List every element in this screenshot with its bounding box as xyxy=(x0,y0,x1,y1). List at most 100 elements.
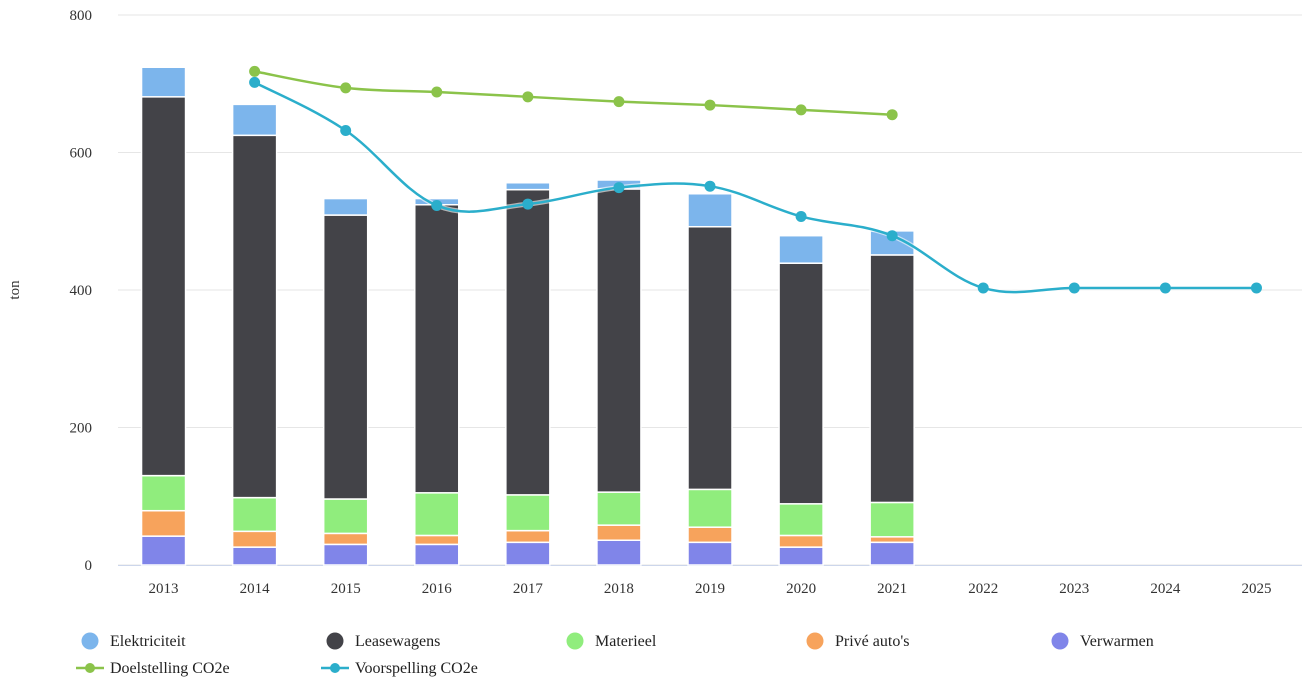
legend-label: Elektriciteit xyxy=(110,633,186,650)
bar-leasewagens-2014 xyxy=(231,134,278,499)
bar-priv-auto-s-2014 xyxy=(231,530,278,548)
point-doelstelling-co2e-2014 xyxy=(249,65,261,77)
bar-verwarmen-2013 xyxy=(140,535,187,566)
bar-verwarmen-2021 xyxy=(869,541,915,566)
bar-leasewagens-2021 xyxy=(869,254,915,504)
bars xyxy=(140,66,915,566)
bar-verwarmen-2016 xyxy=(414,543,460,566)
bar-materieel-2014 xyxy=(231,496,278,533)
x-tick-label: 2013 xyxy=(149,581,179,597)
legend-label: Materieel xyxy=(595,633,657,650)
point-voorspelling-co2e-2021 xyxy=(886,230,898,242)
x-tick-label: 2020 xyxy=(786,581,816,597)
legend-item-priv-auto-s[interactable]: Privé auto's xyxy=(806,632,910,651)
bar-priv-auto-s-2016 xyxy=(414,534,460,546)
bar-materieel-2018 xyxy=(596,491,642,526)
point-voorspelling-co2e-2017 xyxy=(522,198,534,210)
bar-priv-auto-s-2019 xyxy=(687,526,733,544)
point-voorspelling-co2e-2022 xyxy=(977,282,989,294)
line-halo-voorspelling-co2e xyxy=(253,80,1257,295)
bar-leasewagens-2016 xyxy=(414,204,460,494)
legend-label: Privé auto's xyxy=(835,633,909,650)
bar-elektriciteit-2020 xyxy=(778,234,824,264)
x-tick-label: 2024 xyxy=(1150,581,1181,597)
point-doelstelling-co2e-2021 xyxy=(886,109,898,121)
lines xyxy=(249,65,1262,295)
x-tick-label: 2018 xyxy=(604,581,634,597)
bar-verwarmen-2020 xyxy=(778,546,824,566)
legend-symbol xyxy=(566,632,584,650)
legend-label: Verwarmen xyxy=(1080,633,1154,650)
bar-leasewagens-2018 xyxy=(596,188,642,493)
legend-symbol xyxy=(1051,632,1069,650)
x-tick-label: 2014 xyxy=(240,581,271,597)
legend: Elektriciteit Leasewagens Materieel Privé a… xyxy=(76,632,1154,677)
x-tick-label: 2019 xyxy=(695,581,725,597)
bar-leasewagens-2015 xyxy=(322,214,369,500)
y-tick-label: 400 xyxy=(70,283,93,299)
bar-materieel-2021 xyxy=(869,501,915,538)
legend-symbol xyxy=(326,632,344,650)
point-doelstelling-co2e-2020 xyxy=(795,104,807,116)
legend-item-elektriciteit[interactable]: Elektriciteit xyxy=(81,632,187,651)
y-tick-label: 800 xyxy=(70,8,93,24)
point-doelstelling-co2e-2016 xyxy=(431,86,443,98)
bar-verwarmen-2017 xyxy=(505,541,551,566)
x-tick-label: 2025 xyxy=(1241,581,1271,597)
legend-item-leasewagens[interactable]: Leasewagens xyxy=(326,632,441,651)
bar-verwarmen-2018 xyxy=(596,539,642,566)
point-voorspelling-co2e-2020 xyxy=(795,210,807,222)
bar-materieel-2015 xyxy=(322,498,369,535)
point-voorspelling-co2e-2019 xyxy=(704,180,716,192)
legend-symbol xyxy=(806,632,824,650)
bar-elektriciteit-2017 xyxy=(505,182,551,191)
bar-verwarmen-2014 xyxy=(231,546,278,566)
y-tick-label: 600 xyxy=(70,146,93,162)
bar-priv-auto-s-2013 xyxy=(140,509,187,537)
bar-leasewagens-2019 xyxy=(687,226,733,491)
bar-priv-auto-s-2015 xyxy=(322,532,369,546)
x-tick-label: 2023 xyxy=(1059,581,1089,597)
point-voorspelling-co2e-2016 xyxy=(431,199,443,211)
point-doelstelling-co2e-2015 xyxy=(340,82,352,94)
legend-item-doelstelling-co2e[interactable]: Doelstelling CO2e xyxy=(76,660,230,677)
point-voorspelling-co2e-2015 xyxy=(340,125,352,136)
y-tick-label: 0 xyxy=(85,558,93,574)
point-doelstelling-co2e-2017 xyxy=(522,91,534,103)
legend-symbol-marker xyxy=(85,663,95,673)
bar-elektriciteit-2013 xyxy=(140,66,187,98)
point-voorspelling-co2e-2023 xyxy=(1068,282,1080,294)
x-tick-label: 2017 xyxy=(513,581,544,597)
bar-elektriciteit-2019 xyxy=(687,193,733,228)
bar-leasewagens-2020 xyxy=(778,262,824,505)
bar-materieel-2019 xyxy=(687,488,733,528)
bar-elektriciteit-2015 xyxy=(322,197,369,216)
y-tick-label: 200 xyxy=(70,421,93,437)
bar-leasewagens-2017 xyxy=(505,188,551,496)
bar-materieel-2017 xyxy=(505,494,551,532)
y-axis-title: ton xyxy=(7,280,23,300)
legend-symbol xyxy=(81,632,99,650)
point-voorspelling-co2e-2024 xyxy=(1159,282,1171,294)
legend-item-voorspelling-co2e[interactable]: Voorspelling CO2e xyxy=(321,660,478,677)
bar-materieel-2016 xyxy=(414,492,460,537)
point-voorspelling-co2e-2014 xyxy=(249,76,261,88)
point-doelstelling-co2e-2018 xyxy=(613,96,625,108)
point-voorspelling-co2e-2025 xyxy=(1250,282,1262,294)
bar-materieel-2013 xyxy=(140,474,187,512)
legend-label: Leasewagens xyxy=(355,633,440,650)
legend-symbol-marker xyxy=(330,663,340,673)
bar-verwarmen-2015 xyxy=(322,543,369,566)
legend-label: Voorspelling CO2e xyxy=(355,660,478,677)
bar-elektriciteit-2014 xyxy=(231,103,278,137)
legend-item-verwarmen[interactable]: Verwarmen xyxy=(1051,632,1154,651)
bar-leasewagens-2013 xyxy=(140,96,187,477)
legend-item-materieel[interactable]: Materieel xyxy=(566,632,657,651)
bar-priv-auto-s-2018 xyxy=(596,524,642,541)
x-tick-label: 2016 xyxy=(422,581,453,597)
bar-verwarmen-2019 xyxy=(687,541,733,566)
point-voorspelling-co2e-2018 xyxy=(613,182,625,194)
bar-materieel-2020 xyxy=(778,503,824,537)
line-doelstelling-co2e xyxy=(254,70,893,116)
legend-label: Doelstelling CO2e xyxy=(110,660,230,677)
